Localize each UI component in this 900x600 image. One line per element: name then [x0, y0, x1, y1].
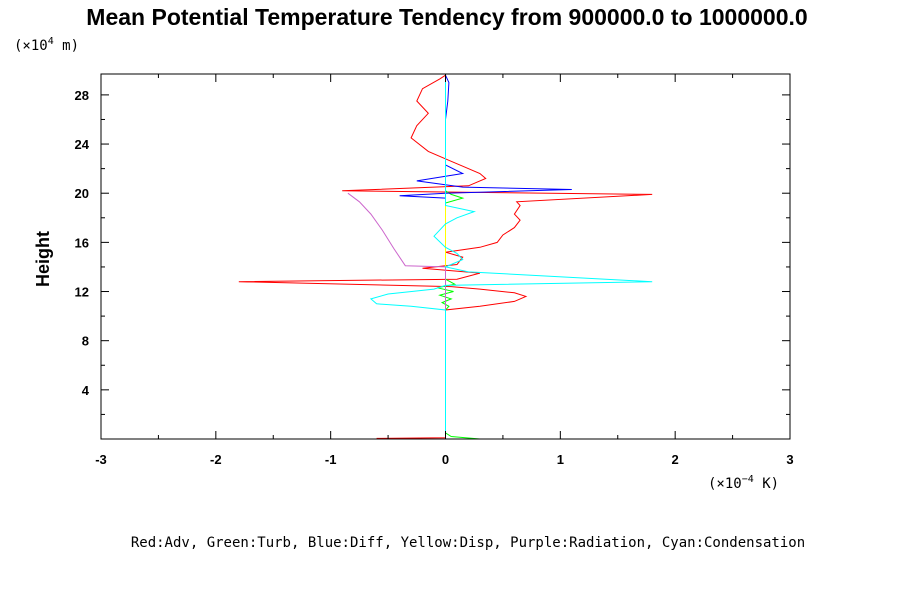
series-line-turb: [437, 75, 480, 440]
y-tick-label: 20: [75, 186, 89, 201]
x-tick-label: 3: [786, 452, 793, 467]
plot-frame: [100, 73, 791, 440]
chart-title: Mean Potential Temperature Tendency from…: [86, 4, 807, 30]
y-tick-label: 24: [75, 137, 90, 152]
x-tick-label: -2: [210, 452, 222, 467]
x-tick-label: 2: [672, 452, 679, 467]
y-tick-label: 28: [75, 88, 89, 103]
y-tick-label: 8: [82, 334, 89, 349]
y-tick-label: 12: [75, 285, 89, 300]
y-tick-label: 4: [82, 383, 90, 398]
x-tick-label: -3: [95, 452, 107, 467]
legend-text: Red:Adv, Green:Turb, Blue:Diff, Yellow:D…: [131, 535, 805, 551]
x-tick-label: 0: [442, 452, 449, 467]
y-unit-label: (×104 m): [14, 36, 79, 54]
x-tick-label: 1: [557, 452, 564, 467]
series-line-condensation: [369, 75, 653, 439]
y-tick-label: 16: [75, 235, 89, 250]
x-unit-label: (×10−4 K): [708, 474, 779, 492]
series-layer: [238, 74, 653, 440]
x-tick-label: -1: [325, 452, 337, 467]
series-line-radiation: [347, 192, 446, 439]
series-line-adv: [238, 74, 653, 440]
y-axis-label: Height: [33, 231, 53, 287]
series-line-diff: [399, 74, 572, 439]
